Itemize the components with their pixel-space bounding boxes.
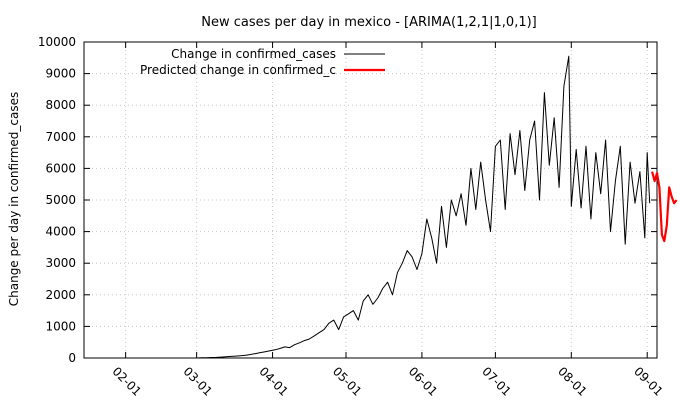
axis-ticks: 0 1000 2000 3000 4000 5000 6000 7000 8000 9000 100…	[38, 35, 666, 399]
y-axis-label: Change per day in confirmed_cases	[7, 92, 21, 307]
y-tick-label: 7000	[45, 130, 76, 144]
x-tick-label: 07-01	[479, 364, 514, 399]
grid	[84, 42, 657, 358]
legend-label: Predicted change in confirmed_c	[140, 63, 336, 77]
series-line-predicted	[651, 171, 678, 243]
y-tick-label: 4000	[45, 225, 76, 239]
x-tick-label: 03-01	[181, 364, 216, 399]
x-tick-label: 04-01	[256, 364, 291, 399]
x-tick-label: 08-01	[555, 364, 590, 399]
legend-label: Change in confirmed_cases	[171, 47, 336, 61]
y-tick-label: 1000	[45, 319, 76, 333]
series-lines	[196, 55, 678, 359]
y-tick-label: 5000	[45, 193, 76, 207]
x-tick-label: 06-01	[406, 364, 441, 399]
y-tick-label: 9000	[45, 67, 76, 81]
y-tick-label: 2000	[45, 288, 76, 302]
series-line-observed	[196, 55, 651, 359]
y-tick-label: 6000	[45, 161, 76, 175]
y-tick-label: 0	[68, 351, 76, 365]
chart-title: New cases per day in mexico - [ARIMA(1,2…	[201, 15, 537, 30]
x-tick-label: 09-01	[631, 364, 666, 399]
legend: Change in confirmed_cases Predicted chang…	[140, 47, 385, 77]
x-tick-label: 02-01	[110, 364, 145, 399]
x-tick-label: 05-01	[330, 364, 365, 399]
y-tick-label: 3000	[45, 256, 76, 270]
y-tick-label: 10000	[38, 35, 76, 49]
y-tick-label: 8000	[45, 98, 76, 112]
